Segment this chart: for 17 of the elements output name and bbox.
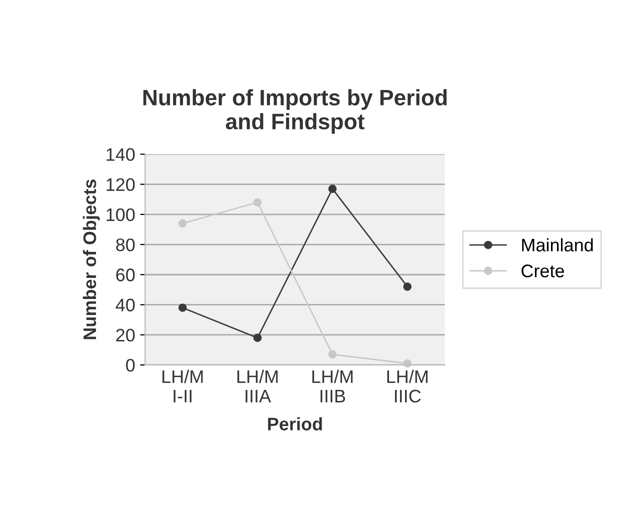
x-tick-label: LH/M IIIB (312, 370, 353, 402)
y-tick-label: 20 (116, 328, 135, 342)
y-tick-label: 120 (106, 178, 135, 192)
x-tick-label: LH/M IIIC (387, 370, 428, 403)
y-tick-label: 140 (106, 148, 135, 161)
legend-label: Crete (522, 264, 564, 278)
x-axis-title: Period (268, 417, 322, 430)
x-tick-label: LH/M I-II (162, 370, 203, 402)
y-tick-label: 80 (116, 238, 135, 252)
chart-title: Number of Imports by Period and Findspot (143, 89, 447, 134)
legend-label: Mainland (522, 238, 593, 252)
y-tick-label: 100 (106, 208, 135, 222)
x-tick-label: LH/M IIIA (237, 370, 278, 402)
y-tick-label: 0 (126, 358, 135, 372)
y-tick-label: 60 (116, 268, 135, 282)
y-axis-title: Number of Objects (82, 180, 100, 340)
y-tick-label: 40 (116, 298, 135, 312)
